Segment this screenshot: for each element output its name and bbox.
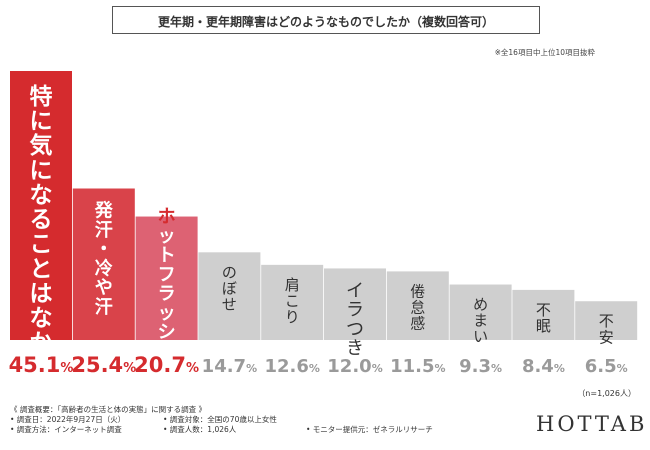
chart-title-box: 更年期・更年期障害はどのようなものでしたか（複数回答可） (112, 6, 540, 34)
category-label-3: ホットフラッシュ (158, 207, 176, 363)
survey-method: • 調査方法：インターネット調査 (10, 425, 122, 434)
value-label-1: 45.1% (9, 353, 74, 377)
value-label-9: 8.4% (522, 356, 565, 377)
category-label-9: 不眠 (536, 301, 551, 335)
survey-count: • 調査人数：1,026人 (163, 425, 237, 434)
bar-8 (449, 284, 512, 340)
survey-date: • 調査日：2022年9月27日（火） (10, 415, 126, 424)
category-label-5: 肩こり (285, 276, 300, 326)
value-label-7: 11.5% (390, 356, 445, 377)
sample-size: （n=1,026人） (577, 389, 636, 398)
bar-7 (386, 271, 449, 340)
chart-note: ※全16項目中上位10項目抜粋 (494, 48, 595, 57)
category-label-4: のぼせ (222, 263, 237, 313)
bar-4 (198, 252, 261, 340)
category-label-7: 倦怠感 (410, 282, 425, 332)
survey-provider: • モニター提供元：ゼネラルリサーチ (306, 425, 433, 434)
category-label-6: イラつき (346, 280, 364, 359)
value-label-10: 6.5% (585, 356, 628, 377)
bar-6 (324, 268, 386, 340)
brand-logo: HOTTAB (536, 412, 648, 436)
bar-3 (135, 216, 198, 340)
bar-1 (10, 71, 72, 340)
value-label-2: 25.4% (71, 353, 136, 377)
category-label-1: 特に気になることはなかった (30, 84, 53, 405)
value-label-5: 12.6% (264, 356, 319, 377)
bar-2 (72, 188, 135, 340)
value-label-6: 12.0% (327, 356, 382, 377)
bar-5 (261, 264, 324, 340)
bar-10 (575, 301, 638, 340)
chart-title: 更年期・更年期障害はどのようなものでしたか（複数回答可） (157, 15, 494, 29)
category-label-8: めまい (473, 296, 488, 346)
category-label-2: 発汗・冷や汗 (94, 200, 114, 318)
value-label-8: 9.3% (459, 356, 502, 377)
survey-overview: 《 調査概要：「高齢者の生活と体の実態」に関する調査 》 • 調査日：2022年… (10, 404, 460, 444)
bar-9 (512, 289, 575, 340)
survey-heading: 《 調査概要：「高齢者の生活と体の実態」に関する調査 》 (10, 405, 207, 414)
survey-target: • 調査対象：全国の70歳以上女性 (163, 415, 277, 424)
category-label-10: 不安 (599, 312, 614, 346)
value-label-4: 14.7% (202, 356, 257, 377)
value-label-3: 20.7% (134, 353, 199, 377)
